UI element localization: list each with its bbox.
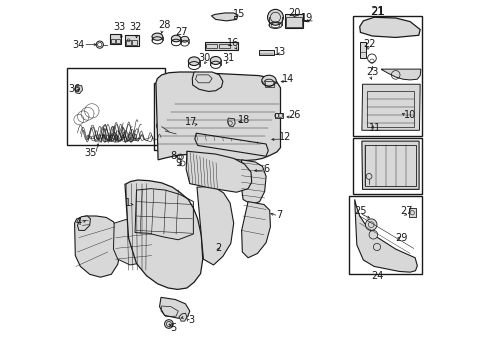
Polygon shape (75, 216, 121, 277)
Text: 32: 32 (129, 22, 141, 32)
Polygon shape (77, 216, 90, 230)
Polygon shape (75, 86, 82, 94)
Circle shape (365, 219, 376, 230)
Polygon shape (381, 69, 420, 80)
Text: 21: 21 (369, 5, 385, 18)
Bar (258, 50, 273, 55)
Bar (116, 39, 120, 43)
Polygon shape (156, 72, 280, 161)
Text: 36: 36 (68, 84, 81, 94)
Ellipse shape (171, 35, 181, 42)
Text: 27: 27 (175, 27, 187, 37)
Text: 33: 33 (113, 22, 125, 32)
Text: 3: 3 (188, 315, 194, 325)
Text: 12: 12 (279, 132, 291, 142)
Text: 1: 1 (124, 198, 131, 208)
Polygon shape (159, 297, 189, 318)
Text: 35: 35 (84, 148, 97, 158)
Ellipse shape (261, 75, 276, 86)
Polygon shape (192, 72, 223, 91)
Bar (111, 39, 115, 43)
Ellipse shape (152, 33, 163, 40)
Polygon shape (194, 133, 268, 156)
Text: 22: 22 (363, 39, 375, 49)
Bar (204, 42, 238, 50)
Polygon shape (241, 202, 270, 258)
Polygon shape (354, 199, 416, 272)
Bar (360, 42, 366, 58)
Bar (275, 113, 282, 118)
Text: 21: 21 (371, 6, 383, 17)
Text: 30: 30 (198, 53, 211, 63)
Bar (110, 34, 121, 44)
Text: 14: 14 (282, 74, 294, 84)
Ellipse shape (210, 57, 221, 64)
Text: 29: 29 (394, 233, 407, 243)
Bar (285, 17, 302, 27)
Text: 13: 13 (274, 47, 286, 57)
Bar (352, 16, 422, 136)
Polygon shape (186, 151, 251, 192)
Circle shape (373, 243, 380, 251)
Text: 11: 11 (368, 123, 380, 133)
Polygon shape (361, 141, 418, 189)
Bar (264, 81, 273, 87)
Text: 9: 9 (175, 158, 181, 168)
Bar (366, 91, 413, 127)
Bar (284, 14, 302, 28)
Text: 8: 8 (170, 150, 176, 161)
Bar (132, 40, 137, 45)
Polygon shape (211, 13, 238, 21)
Text: 10: 10 (403, 110, 415, 120)
Text: 25: 25 (353, 206, 366, 216)
Ellipse shape (188, 57, 200, 66)
Text: 5: 5 (170, 323, 176, 333)
Bar (219, 44, 230, 48)
Polygon shape (361, 84, 419, 130)
Text: 18: 18 (238, 114, 250, 125)
Text: 16: 16 (226, 38, 239, 48)
Bar (206, 44, 217, 48)
Bar (66, 68, 164, 145)
Text: 34: 34 (72, 40, 84, 50)
Text: 24: 24 (371, 271, 383, 282)
Bar (125, 35, 139, 46)
Bar (408, 208, 415, 217)
Polygon shape (241, 160, 265, 204)
Text: 19: 19 (300, 13, 312, 23)
Polygon shape (197, 186, 233, 265)
Polygon shape (156, 122, 164, 131)
Bar (352, 138, 422, 194)
Text: 26: 26 (287, 110, 300, 120)
Text: 27: 27 (400, 206, 412, 216)
Text: 17: 17 (184, 117, 197, 127)
Ellipse shape (181, 36, 188, 42)
Polygon shape (125, 180, 203, 289)
Polygon shape (113, 220, 154, 265)
Circle shape (164, 320, 173, 328)
Bar (126, 40, 131, 45)
Text: 15: 15 (233, 9, 245, 19)
Text: 23: 23 (366, 67, 378, 77)
Bar (365, 145, 415, 186)
Bar (348, 196, 422, 274)
Circle shape (368, 230, 377, 239)
Polygon shape (227, 118, 235, 127)
Text: 4: 4 (76, 217, 82, 227)
Polygon shape (179, 313, 186, 321)
Text: 20: 20 (288, 8, 301, 18)
Polygon shape (359, 17, 419, 37)
Text: 7: 7 (276, 210, 283, 220)
Text: 6: 6 (263, 164, 268, 174)
Polygon shape (161, 84, 219, 109)
Text: 28: 28 (158, 20, 170, 30)
Text: 31: 31 (222, 53, 234, 63)
Text: 2: 2 (215, 243, 221, 253)
Bar (154, 83, 272, 150)
Circle shape (267, 9, 283, 25)
